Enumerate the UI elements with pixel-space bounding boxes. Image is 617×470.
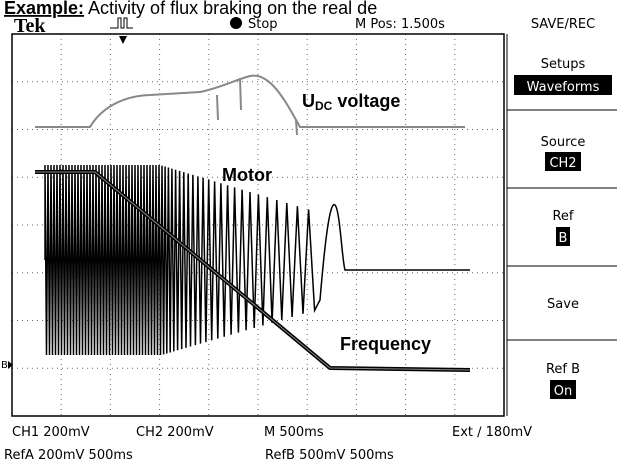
frequency-label: Frequency — [340, 334, 431, 354]
scope-screenshot: Example: Activity of flux braking on the… — [0, 0, 617, 466]
brand: Tek — [14, 15, 46, 37]
menu-label[interactable]: Ref B — [546, 362, 580, 377]
menu-value[interactable]: B — [559, 231, 568, 246]
trigger-level: Ext ∕ 180mV — [452, 425, 532, 440]
run-state: Stop — [248, 17, 278, 32]
ch1-scale: CH1 200mV — [12, 425, 90, 440]
refa-scale: RefA 200mV 500ms — [4, 448, 133, 463]
menu-title: SAVE/REC — [531, 17, 595, 32]
refb-scale: RefB 500mV 500ms — [265, 448, 394, 463]
ref-marker: B — [1, 360, 8, 371]
menu-label[interactable]: Setups — [541, 57, 586, 72]
menu-label[interactable]: Save — [547, 297, 579, 312]
timebase: M 500ms — [264, 425, 324, 440]
caption: Example: Activity of flux braking on the… — [4, 0, 377, 18]
voltage-text: voltage — [332, 91, 400, 111]
stop-dot — [230, 17, 242, 29]
menu-value[interactable]: Waveforms — [527, 80, 600, 95]
menu-label[interactable]: Source — [541, 135, 586, 150]
position: M Pos: 1.500s — [355, 17, 445, 32]
voltage-u: U — [302, 91, 315, 111]
menu-value[interactable]: CH2 — [549, 156, 576, 171]
menu-value[interactable]: On — [554, 384, 572, 399]
caption-text: Activity of flux braking on the real de — [84, 0, 377, 18]
ch2-scale: CH2 200mV — [136, 425, 214, 440]
menu-label[interactable]: Ref — [552, 209, 573, 224]
motor-label: Motor — [222, 165, 272, 185]
voltage-sub: DC — [315, 99, 333, 113]
